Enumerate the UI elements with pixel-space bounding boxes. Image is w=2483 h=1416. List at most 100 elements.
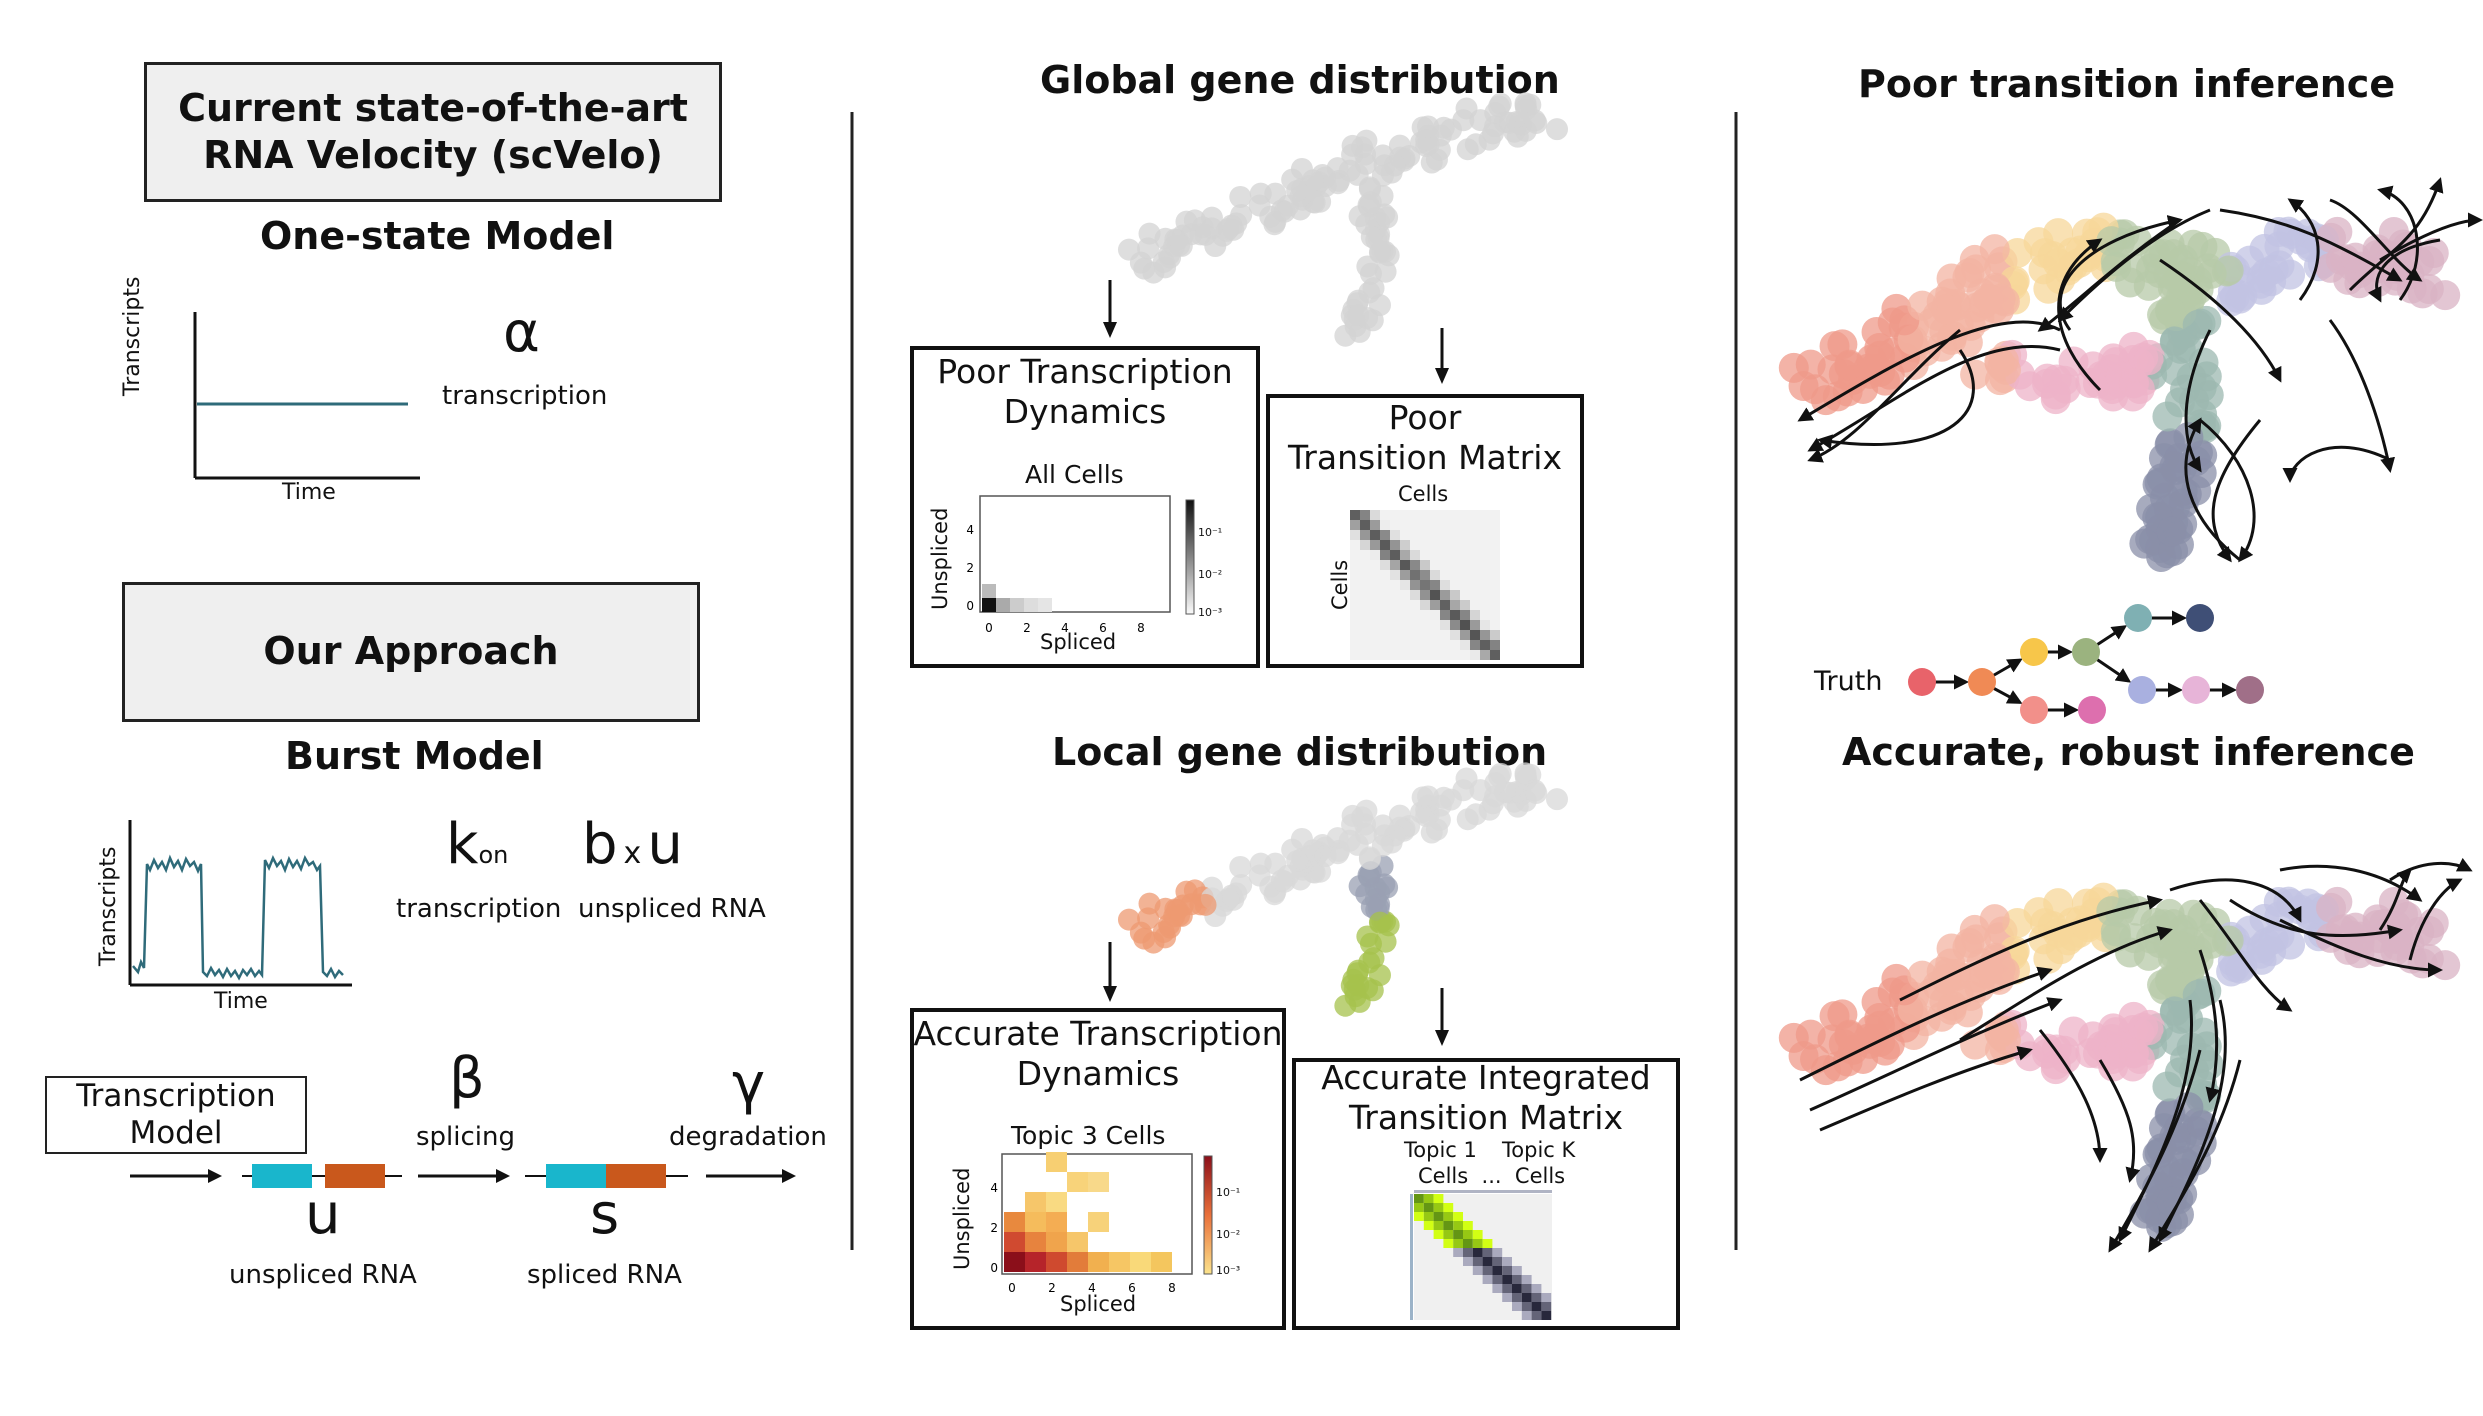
colored-cell: [2394, 929, 2425, 960]
heatmap-cell: [1109, 1252, 1130, 1272]
matrix-cell: [1470, 640, 1480, 650]
heatmap-cell: [996, 598, 1010, 612]
truth-label: Truth: [1814, 666, 1883, 697]
matrix-cell: [1410, 570, 1420, 580]
matrix-cell: [1433, 1221, 1444, 1230]
grey-cell: [1546, 118, 1569, 141]
u-symbol: u: [305, 1182, 341, 1247]
colored-cell: [2040, 384, 2071, 415]
streamline: [2378, 867, 2413, 931]
matrix-cell: [1470, 650, 1480, 660]
matrix-cell: [1492, 1284, 1503, 1293]
global-gene-distribution-title: Global gene distribution: [1040, 58, 1560, 102]
matrix-cell: [1410, 560, 1420, 570]
streamline: [1807, 345, 2061, 452]
matrix-cell: [1460, 630, 1470, 640]
heatmap-cell: [1046, 1212, 1067, 1232]
topic3-label: Topic 3 Cells: [1011, 1121, 1166, 1150]
tick-x: 8: [1168, 1281, 1176, 1295]
matrix-cell: [1472, 1266, 1483, 1275]
grey-cell: [1376, 206, 1399, 229]
grey-cell: [1356, 306, 1379, 329]
grey-cell: [1523, 109, 1546, 132]
grey-cell: [1170, 234, 1193, 257]
accurate-heatmap-cells: [1004, 1152, 1172, 1272]
poor-cbar-tick-3: 10⁻³: [1198, 606, 1223, 619]
bxu-u: u: [647, 812, 683, 877]
grey-cell: [1368, 241, 1391, 264]
matrix-cell: [1400, 570, 1410, 580]
matrix-cell: [1512, 1302, 1522, 1311]
acc-cbar-tick-3: 10⁻³: [1216, 1264, 1241, 1277]
poor-spliced-label: Spliced: [1040, 630, 1117, 654]
grey-cell: [1514, 92, 1537, 115]
transcription-model-line-1: Transcription: [76, 1077, 276, 1114]
colored-cell: [2156, 1186, 2187, 1217]
streamline: [2184, 417, 2241, 562]
matrix-cell: [1380, 530, 1390, 540]
tick-x: 6: [1099, 621, 1107, 635]
accurate-colorbar: [1203, 1155, 1213, 1275]
grey-cell: [1415, 135, 1438, 158]
matrix-cell: [1390, 530, 1400, 540]
matrix-cell: [1490, 630, 1500, 640]
accurate-heatmap-ticks: 0 2 4 6 8 0 2 4: [990, 1181, 1175, 1295]
matrix-cell: [1370, 540, 1380, 550]
matrix-cell: [1490, 640, 1500, 650]
heatmap-cell: [1025, 1232, 1046, 1252]
matrix-cell: [1470, 630, 1480, 640]
lineage-node: [2020, 696, 2048, 724]
matrix-cell: [1390, 550, 1400, 560]
poor-transition-inference-title: Poor transition inference: [1858, 62, 2396, 106]
lineage-node: [2072, 638, 2100, 666]
lineage-node: [1968, 668, 1996, 696]
matrix-cell: [1453, 1212, 1463, 1221]
tick-x: 6: [1128, 1281, 1136, 1295]
heatmap-cell: [1046, 1252, 1067, 1272]
beta-symbol: β: [449, 1046, 485, 1111]
matrix-cell: [1512, 1284, 1522, 1293]
colored-cell: [1973, 283, 2004, 314]
matrix-cell: [1380, 540, 1390, 550]
matrix-cell: [1463, 1230, 1473, 1239]
streamline: [1809, 997, 2063, 1112]
matrix-cell: [1370, 520, 1380, 530]
heatmap-cell: [1088, 1212, 1109, 1232]
colored-cell: [2164, 387, 2195, 418]
streamline: [2148, 1059, 2242, 1253]
poor-cbar-tick-2: 10⁻²: [1198, 568, 1223, 581]
tick-y: 0: [990, 1261, 998, 1275]
matrix-cell: [1512, 1275, 1522, 1284]
matrix-cell: [1390, 540, 1400, 550]
s-symbol: s: [590, 1182, 620, 1247]
accurate-dynamics-title-1: Accurate Transcription: [913, 1014, 1283, 1053]
colored-cell: [1984, 348, 2015, 379]
colored-cell: [2186, 1128, 2217, 1159]
streamline: [2389, 857, 2473, 882]
matrix-cell: [1512, 1266, 1522, 1275]
grey-cell: [1117, 238, 1140, 261]
accurate-inference-streamlines: [1799, 857, 2473, 1253]
heatmap-cell: [1046, 1152, 1067, 1172]
alpha-symbol: α: [503, 300, 540, 365]
streamline: [2379, 212, 2483, 262]
matrix-cell: [1521, 1275, 1532, 1284]
heatmap-cell: [1088, 1252, 1109, 1272]
tick-x: 2: [1048, 1281, 1056, 1295]
our-approach-box: Our Approach: [122, 582, 700, 722]
streamline: [2198, 899, 2293, 1012]
gamma-label: degradation: [669, 1122, 827, 1152]
matrix-cell: [1463, 1248, 1473, 1257]
grey-cell: [1175, 210, 1198, 233]
matrix-cell: [1433, 1212, 1444, 1221]
heatmap-cell: [1004, 1212, 1025, 1232]
lineage-node: [2124, 604, 2152, 632]
poor-matrix-title: Poor Transition Matrix: [1266, 398, 1584, 479]
topic-cell: [1356, 976, 1379, 999]
colored-cell: [2224, 283, 2255, 314]
bxu-x: x: [623, 836, 642, 871]
matrix-cell: [1420, 560, 1430, 570]
